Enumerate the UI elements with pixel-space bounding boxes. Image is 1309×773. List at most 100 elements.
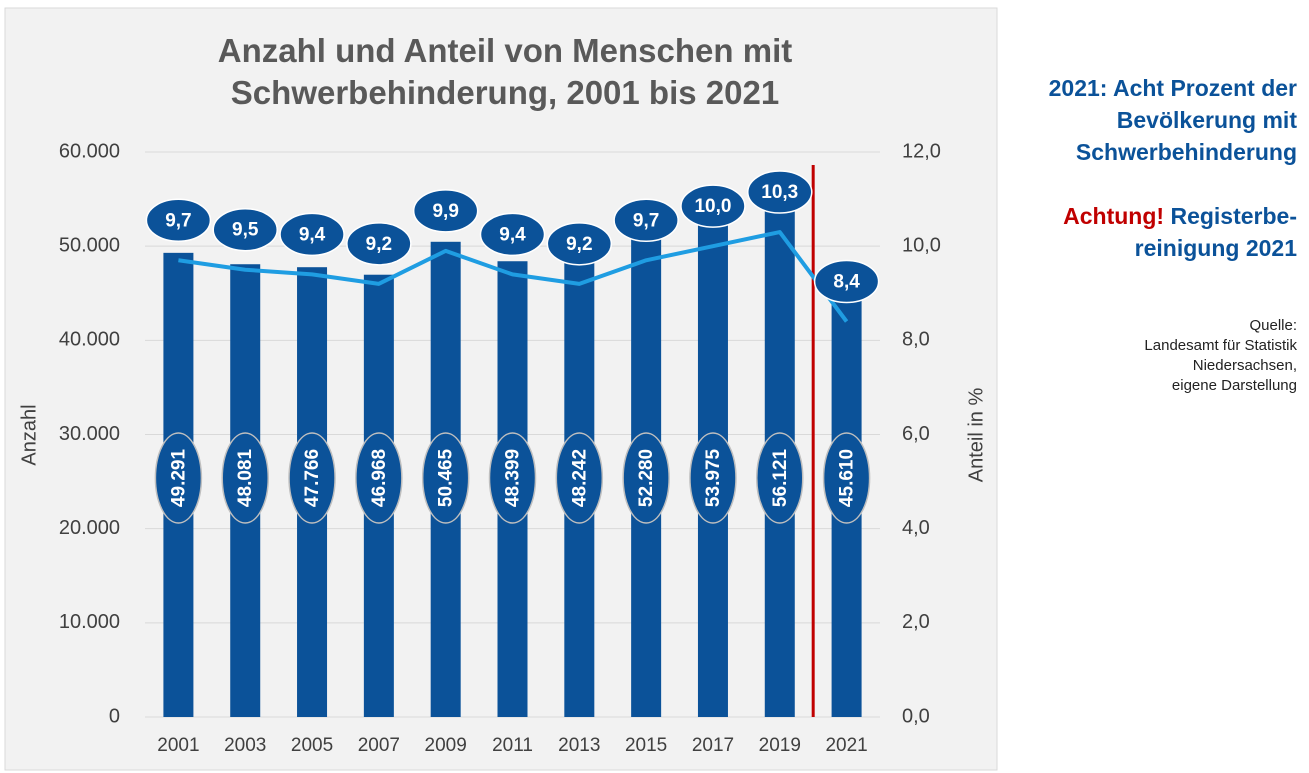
bar-label: 46.968: [355, 432, 403, 524]
label-bubble: [355, 432, 403, 524]
line-value-label: 9,4: [499, 224, 526, 245]
source-line: eigene Darstellung: [1171, 377, 1297, 394]
y2-tick-label: 4,0: [902, 517, 930, 539]
label-bubble: [346, 222, 412, 266]
label-bubble: [680, 184, 746, 228]
title-line: Anzahl und Anteil von Menschen mit: [217, 32, 793, 69]
x-tick-label: 2015: [625, 735, 667, 756]
bar-value-label: 46.968: [369, 449, 390, 507]
x-tick-label: 2009: [425, 735, 467, 756]
bar-value-label: 48.399: [503, 449, 524, 507]
line: [178, 230, 849, 323]
y-tick-label: 50.000: [59, 234, 120, 256]
bar-label: 50.465: [421, 432, 470, 524]
y2-tick-label: 2,0: [902, 611, 930, 633]
label-bubble: [813, 259, 880, 304]
bar-label: 45.610: [822, 432, 871, 524]
x-tick-label: 2019: [759, 735, 801, 756]
bar-value-label: 45.610: [837, 449, 858, 507]
label-bubble: [479, 212, 546, 257]
y-tick-label: 10.000: [59, 611, 120, 633]
label-bubble: [756, 432, 804, 524]
y2-tick-label: 12,0: [902, 140, 941, 162]
bar-value-label: 49.291: [168, 449, 189, 508]
x-tick-label: 2017: [692, 735, 734, 756]
label-bubble: [279, 212, 345, 257]
source-line: Landesamt für Statistik: [1144, 337, 1297, 354]
line-value-label: 10,0: [694, 196, 731, 217]
headline-line: Schwerbehinderung: [1075, 139, 1297, 165]
line-value-label: 9,4: [299, 224, 326, 245]
bar-value-label: 48.242: [569, 449, 590, 507]
source-line: Niedersachsen,: [1192, 357, 1297, 374]
line-value-label: 9,7: [633, 210, 659, 231]
line-value-label: 9,5: [232, 220, 259, 241]
x-tick-label: 2013: [558, 735, 600, 756]
y-tick-label: 20.000: [59, 517, 120, 539]
x-tick-label: 2007: [358, 735, 400, 756]
warning-label: Achtung!: [1063, 203, 1165, 229]
source: Quelle: Landesamt für Statistik Niedersa…: [1144, 316, 1297, 396]
x-tick-label: 2003: [224, 735, 266, 756]
bar-value-label: 53.975: [703, 449, 724, 508]
label-bubble: [488, 432, 537, 524]
bar-label: 47.766: [288, 432, 336, 524]
label-bubble: [613, 198, 679, 243]
warning-text: Registerbe-: [1170, 203, 1297, 229]
line-value-label: 8,4: [833, 272, 860, 293]
label-bubble: [221, 432, 269, 524]
bar-value-label: 52.280: [636, 449, 657, 507]
x-tick-label: 2011: [492, 735, 533, 756]
label-bubble: [212, 207, 278, 252]
bar-value-label: 47.766: [302, 449, 323, 507]
label-bubble: [154, 432, 203, 524]
warning: Achtung! Registerbe- reinigung 2021: [1063, 200, 1297, 264]
label-bubble: [747, 170, 813, 214]
warning-line: reinigung 2021: [1134, 235, 1297, 261]
warning-line: Achtung! Registerbe-: [1063, 200, 1297, 232]
label-bubble: [689, 432, 737, 524]
chart-title: Anzahl und Anteil von Menschen mit Schwe…: [105, 30, 905, 114]
title-line: Schwerbehinderung, 2001 bis 2021: [230, 74, 780, 111]
bar-label: 48.242: [555, 432, 604, 524]
bar-label: 56.121: [756, 432, 804, 524]
y-tick-label: 30.000: [59, 423, 120, 445]
label-bubble: [412, 189, 479, 233]
bar-label: 49.291: [154, 432, 203, 524]
headline-line: 2021: Acht Prozent der: [1048, 75, 1297, 101]
y-tick-label: 0: [109, 705, 120, 727]
label-bubble: [555, 432, 604, 524]
label-bubble: [421, 432, 470, 524]
y2-tick-label: 0,0: [902, 705, 930, 727]
line-value-label: 9,7: [165, 210, 191, 231]
line-value-label: 9,2: [366, 234, 392, 255]
bar-value-label: 50.465: [436, 449, 457, 508]
bar-value-label: 56.121: [770, 449, 791, 508]
y-tick-label: 60.000: [59, 140, 120, 162]
y2-tick-label: 10,0: [902, 234, 941, 256]
label-bubble: [288, 432, 336, 524]
source-line: Quelle:: [1249, 317, 1297, 334]
headline-line: Bevölkerung mit: [1116, 107, 1297, 133]
bar-label: 53.975: [689, 432, 737, 524]
y2-tick-label: 8,0: [902, 329, 930, 351]
y-tick-label: 40.000: [59, 329, 120, 351]
bar-label: 48.081: [221, 432, 269, 524]
x-tick-label: 2021: [825, 735, 867, 756]
label-bubble: [546, 222, 613, 266]
bar-label: 52.280: [622, 432, 670, 524]
label-bubble: [622, 432, 670, 524]
bar-value-label: 48.081: [235, 449, 256, 508]
line-value-label: 9,9: [432, 201, 458, 222]
x-tick-label: 2001: [157, 735, 199, 756]
line-value-label: 10,3: [761, 182, 798, 203]
y-axis-label: Anzahl: [18, 404, 40, 465]
bar-label: 48.399: [488, 432, 537, 524]
x-tick-label: 2005: [291, 735, 333, 756]
y2-axis-label: Anteil in %: [965, 388, 987, 483]
headline: 2021: Acht Prozent der Bevölkerung mit S…: [1049, 72, 1297, 168]
y2-tick-label: 6,0: [902, 423, 930, 445]
label-bubble: [145, 198, 212, 243]
